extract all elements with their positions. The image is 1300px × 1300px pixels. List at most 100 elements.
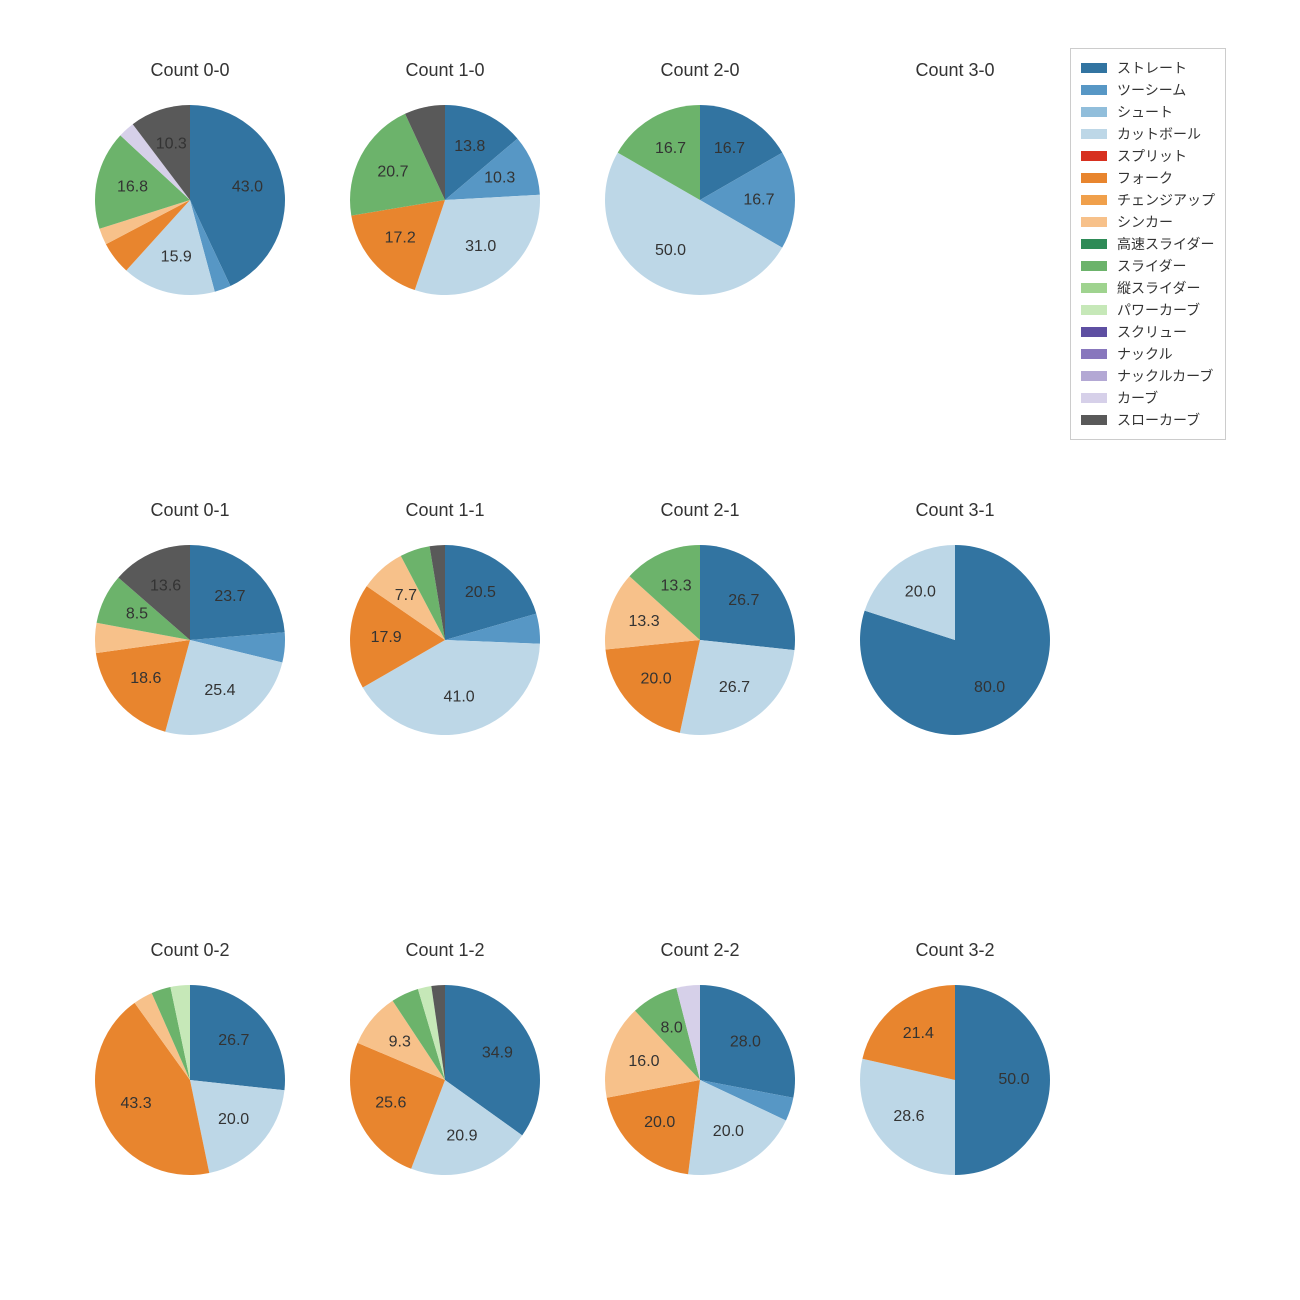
legend-label: スプリット [1117, 146, 1187, 166]
pie-slice-label: 43.0 [232, 178, 263, 195]
legend-item: 高速スライダー [1081, 233, 1215, 255]
pie-slice-label: 13.8 [454, 138, 485, 155]
pie-panel: Count 1-234.920.925.69.3 [335, 940, 555, 1200]
legend-swatch [1081, 63, 1107, 73]
pie-chart: 28.020.020.016.08.0 [600, 980, 800, 1180]
pie-chart: 80.0 20.0 [855, 540, 1055, 740]
pie-slice-label: 17.9 [371, 629, 402, 646]
pie-chart: 23.725.418.68.513.6 [90, 540, 290, 740]
pie-slice-label: 13.6 [150, 578, 181, 595]
legend-item: 縦スライダー [1081, 277, 1215, 299]
pie-slice-label: 15.9 [161, 248, 192, 265]
legend-item: ナックルカーブ [1081, 365, 1215, 387]
legend-label: フォーク [1117, 168, 1173, 188]
pie-title: Count 1-1 [335, 500, 555, 521]
pie-slice-label: 9.3 [389, 1034, 411, 1051]
legend-item: シュート [1081, 101, 1215, 123]
pie-chart: 34.920.925.69.3 [345, 980, 545, 1180]
pie-slice-label: 13.3 [661, 577, 692, 594]
pie-slice-label: 50.0 [998, 1071, 1029, 1088]
legend: ストレートツーシームシュートカットボールスプリットフォークチェンジアップシンカー… [1070, 48, 1226, 440]
legend-label: ツーシーム [1117, 80, 1186, 100]
pie-slice-label: 20.0 [644, 1114, 675, 1131]
pie-title: Count 0-0 [80, 60, 300, 81]
legend-swatch [1081, 393, 1107, 403]
legend-label: パワーカーブ [1117, 300, 1200, 320]
pie-title: Count 3-0 [845, 60, 1065, 81]
legend-label: スライダー [1117, 256, 1186, 276]
legend-item: ストレート [1081, 57, 1215, 79]
pie-slice-label: 25.6 [375, 1094, 406, 1111]
legend-item: チェンジアップ [1081, 189, 1215, 211]
pie-panel: Count 2-126.726.720.013.313.3 [590, 500, 810, 760]
pie-slice-label: 26.7 [218, 1032, 249, 1049]
legend-item: フォーク [1081, 167, 1215, 189]
legend-swatch [1081, 327, 1107, 337]
pie-slice-label: 16.8 [117, 178, 148, 195]
legend-item: スライダー [1081, 255, 1215, 277]
pie-chart: 20.541.017.97.7 [345, 540, 545, 740]
legend-swatch [1081, 217, 1107, 227]
legend-label: 縦スライダー [1117, 278, 1200, 298]
pie-panel: Count 0-043.015.916.810.3 [80, 60, 300, 320]
legend-item: パワーカーブ [1081, 299, 1215, 321]
legend-item: ナックル [1081, 343, 1215, 365]
pie-panel: Count 3-0 [845, 60, 1065, 320]
pie-slice-label: 28.0 [730, 1034, 761, 1051]
legend-label: シュート [1117, 102, 1173, 122]
legend-label: ナックルカーブ [1117, 366, 1213, 386]
legend-item: スクリュー [1081, 321, 1215, 343]
legend-swatch [1081, 151, 1107, 161]
pie-slice-label: 7.7 [395, 587, 417, 604]
pie-title: Count 3-2 [845, 940, 1065, 961]
legend-item: シンカー [1081, 211, 1215, 233]
pie-title: Count 2-0 [590, 60, 810, 81]
pie-slice-label: 16.7 [743, 191, 774, 208]
pie-slice-label: 43.3 [120, 1095, 151, 1112]
legend-item: スローカーブ [1081, 409, 1215, 431]
pie-slice-label: 10.3 [484, 169, 515, 186]
pie-slice-label: 20.0 [905, 584, 936, 601]
pie-panel: Count 1-120.541.017.97.7 [335, 500, 555, 760]
legend-item: ツーシーム [1081, 79, 1215, 101]
pie-slice-label: 16.7 [714, 140, 745, 157]
pie-slice-label: 17.2 [385, 229, 416, 246]
pie-title: Count 1-2 [335, 940, 555, 961]
pie-chart [855, 100, 1055, 300]
pie-panel: Count 0-226.720.043.3 [80, 940, 300, 1200]
pie-panel: Count 3-2 50.0 28.6 21.4 [845, 940, 1065, 1200]
legend-label: カーブ [1117, 388, 1158, 408]
pie-slice-label: 16.0 [628, 1053, 659, 1070]
pie-slice-label: 26.7 [719, 679, 750, 696]
pie-title: Count 0-1 [80, 500, 300, 521]
pie-slice-label: 13.3 [628, 613, 659, 630]
legend-label: スローカーブ [1117, 410, 1200, 430]
pie-slice-label: 41.0 [444, 688, 475, 705]
pie-slice-label: 80.0 [974, 679, 1005, 696]
pie-chart: 13.8 10.3 31.0 17.2 20.7 [345, 100, 545, 300]
pie-panel: Count 2-228.020.020.016.08.0 [590, 940, 810, 1200]
legend-swatch [1081, 85, 1107, 95]
legend-swatch [1081, 173, 1107, 183]
pie-chart: 26.726.720.013.313.3 [600, 540, 800, 740]
pie-slice-label: 20.7 [377, 164, 408, 181]
pie-slice-label: 31.0 [465, 238, 496, 255]
pie-slice-label: 16.7 [655, 140, 686, 157]
legend-label: チェンジアップ [1117, 190, 1215, 210]
pie-title: Count 0-2 [80, 940, 300, 961]
legend-swatch [1081, 349, 1107, 359]
legend-item: スプリット [1081, 145, 1215, 167]
legend-swatch [1081, 261, 1107, 271]
legend-item: カーブ [1081, 387, 1215, 409]
legend-label: ナックル [1117, 344, 1173, 364]
pie-panel: Count 0-1 23.725.418.68.513.6 [80, 500, 300, 760]
pie-slice-label: 23.7 [214, 588, 245, 605]
pie-slice-label: 21.4 [903, 1025, 934, 1042]
legend-label: ストレート [1117, 58, 1187, 78]
legend-label: シンカー [1117, 212, 1173, 232]
pie-title: Count 1-0 [335, 60, 555, 81]
pie-panel: Count 2-016.716.750.016.7 [590, 60, 810, 320]
pie-slice-label: 28.6 [893, 1108, 924, 1125]
pie-slice-label: 20.0 [713, 1123, 744, 1140]
legend-swatch [1081, 195, 1107, 205]
